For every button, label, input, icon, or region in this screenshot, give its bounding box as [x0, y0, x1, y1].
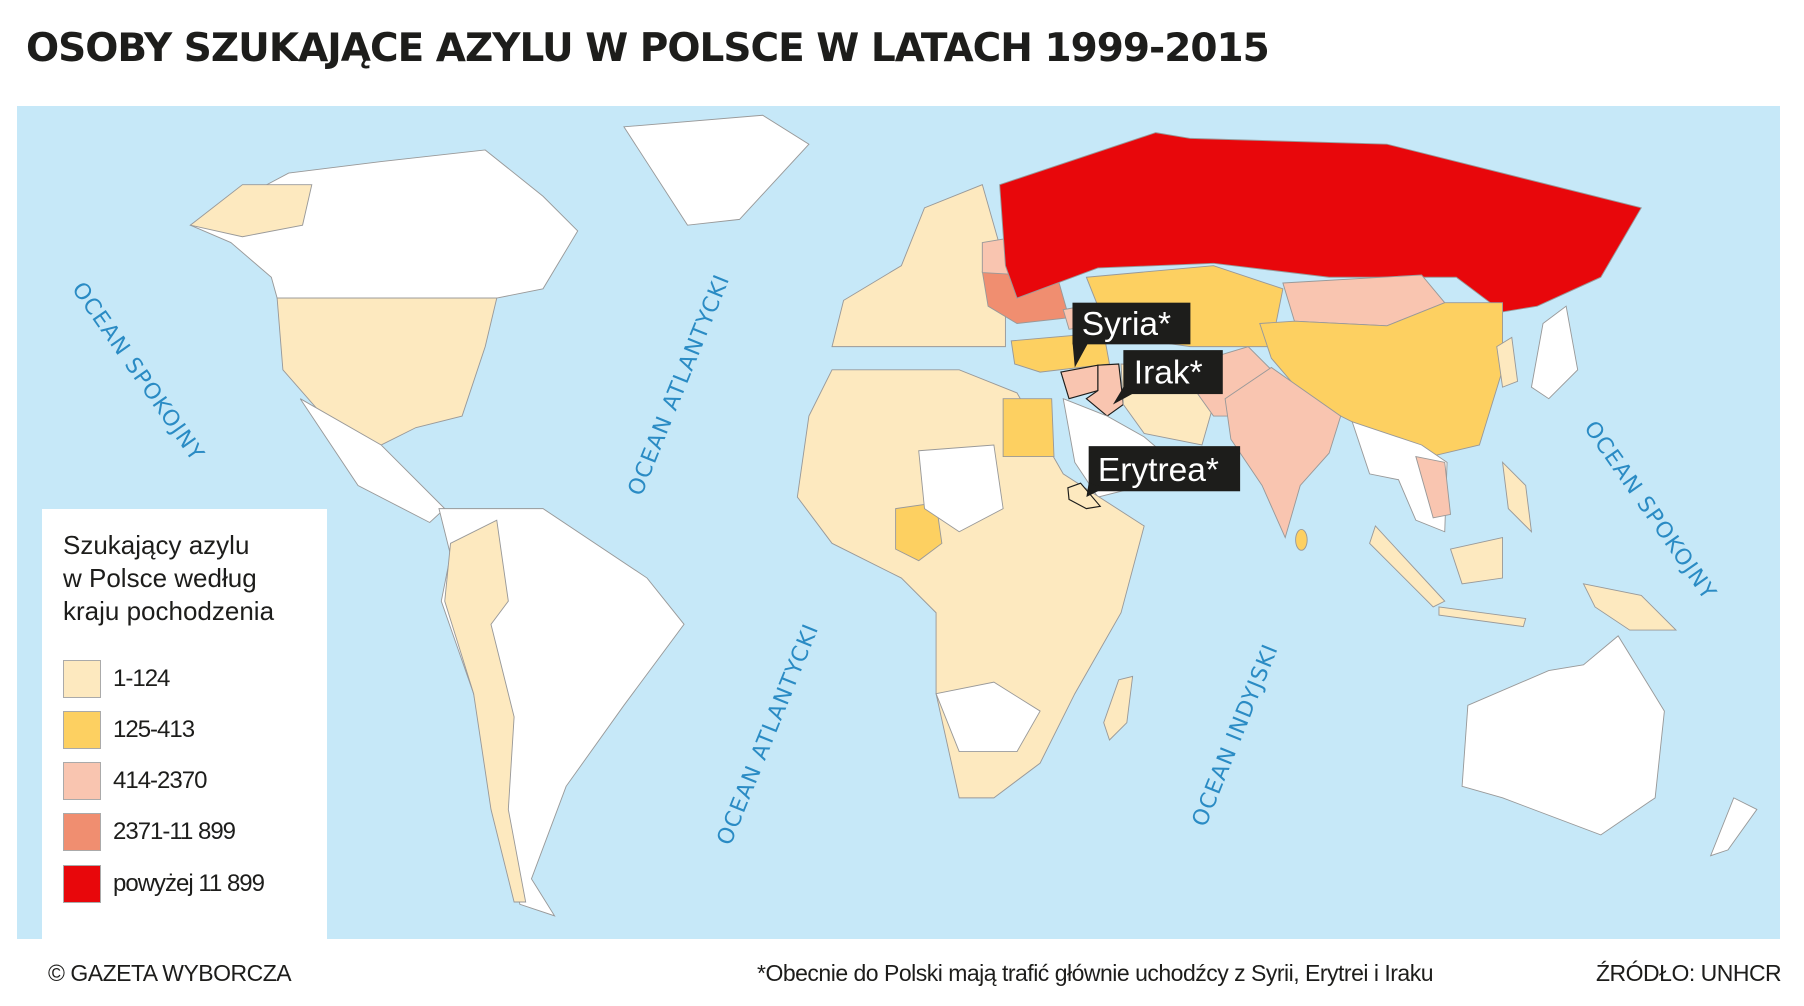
callout-syria-label: Syria* — [1082, 306, 1171, 343]
country-vietnam — [1415, 455, 1452, 519]
legend-label: 2371-11 899 — [113, 818, 236, 845]
legend-swatch — [63, 660, 101, 698]
country-japan — [1530, 305, 1579, 400]
legend-title-line: w Polsce według — [63, 563, 257, 593]
country-usa — [276, 297, 498, 446]
source: ŹRÓDŁO: UNHCR — [1596, 960, 1782, 986]
country-australia — [1461, 635, 1665, 836]
country-india — [1224, 366, 1342, 539]
country-europe — [831, 184, 1006, 348]
country-andes — [444, 519, 527, 903]
legend-item: 414-2370 — [63, 761, 207, 801]
legend-title-line: Szukający azylu — [63, 530, 250, 560]
country-papua — [1582, 583, 1678, 631]
country-sri-lanka — [1295, 528, 1308, 551]
legend-label: powyżej 11 899 — [113, 870, 265, 897]
country-egypt — [1002, 398, 1055, 458]
footnote: *Obecnie do Polski mają trafić głównie u… — [757, 960, 1434, 986]
country-borneo — [1449, 536, 1504, 585]
country-philippines — [1501, 461, 1533, 534]
callout-iraq: Irak* — [1112, 350, 1223, 405]
world-map: OCEAN SPOKOJNY OCEAN ATLANTYCKI OCEAN AT… — [17, 106, 1780, 939]
legend-swatch — [63, 813, 101, 851]
callout-iraq-label: Irak* — [1134, 355, 1203, 392]
callout-eritrea-label: Erytrea* — [1098, 452, 1219, 489]
callout-syria: Syria* — [1072, 302, 1191, 368]
copyright: © GAZETA WYBORCZA — [48, 960, 292, 986]
legend-label: 1-124 — [113, 665, 170, 692]
legend-swatch — [63, 865, 101, 903]
country-chad-sudan — [918, 444, 1004, 533]
country-south-africa-white — [935, 681, 1041, 753]
legend-title-line: kraju pochodzenia — [63, 596, 275, 626]
country-alaska — [189, 184, 313, 238]
country-sumatra — [1369, 525, 1446, 608]
map-title: OSOBY SZUKAJĄCE AZYLU W POLSCE W LATACH … — [26, 26, 1270, 71]
legend: Szukający azylu w Polsce według kraju po… — [42, 509, 327, 939]
legend-item: 1-124 — [63, 659, 170, 699]
legend-label: 125-413 — [113, 716, 195, 743]
legend-item: 125-413 — [63, 710, 195, 750]
country-eritrea — [1067, 482, 1102, 510]
country-greenland — [623, 114, 810, 226]
legend-label: 414-2370 — [113, 767, 207, 794]
country-central-america — [299, 398, 446, 524]
country-new-zealand — [1709, 797, 1758, 857]
callout-eritrea: Erytrea* — [1086, 446, 1241, 498]
legend-swatch — [63, 711, 101, 749]
country-madagascar — [1103, 675, 1134, 741]
country-korea — [1496, 336, 1519, 388]
country-java — [1438, 606, 1527, 628]
legend-title: Szukający azylu w Polsce według kraju po… — [63, 529, 323, 628]
legend-swatch — [63, 762, 101, 800]
legend-item: 2371-11 899 — [63, 812, 236, 852]
legend-item: powyżej 11 899 — [63, 864, 265, 904]
country-se-asia — [1351, 421, 1448, 533]
